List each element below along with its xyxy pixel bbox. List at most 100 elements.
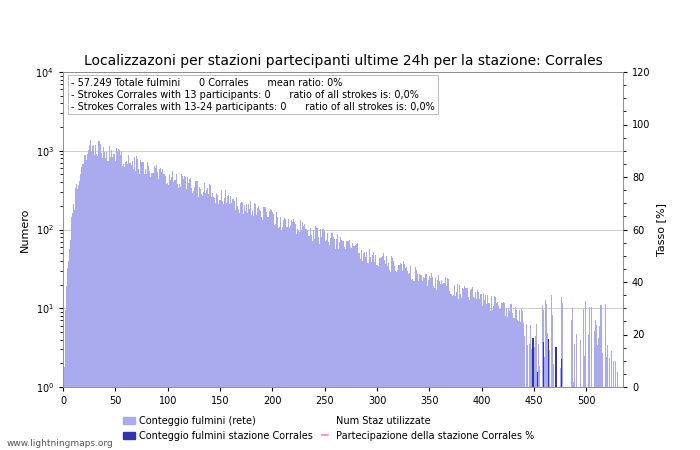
- Bar: [455, 297, 456, 450]
- Bar: [343, 241, 344, 450]
- Bar: [160, 168, 161, 450]
- Bar: [561, 297, 562, 450]
- Bar: [547, 333, 548, 450]
- Bar: [158, 179, 159, 450]
- Bar: [539, 366, 540, 450]
- Bar: [282, 227, 284, 450]
- Bar: [299, 232, 300, 450]
- Bar: [561, 359, 562, 450]
- Bar: [273, 214, 274, 450]
- Bar: [427, 286, 428, 450]
- Bar: [386, 256, 387, 450]
- Bar: [542, 305, 543, 450]
- Bar: [485, 295, 486, 450]
- Bar: [286, 227, 288, 450]
- Bar: [132, 168, 134, 450]
- Bar: [494, 297, 495, 450]
- Bar: [461, 298, 462, 450]
- Bar: [354, 245, 356, 450]
- Bar: [128, 155, 130, 450]
- Bar: [346, 241, 347, 450]
- Bar: [112, 157, 113, 450]
- Bar: [408, 274, 409, 450]
- Bar: [387, 266, 388, 450]
- Bar: [77, 189, 78, 450]
- Bar: [258, 206, 259, 450]
- Bar: [597, 346, 598, 450]
- Bar: [363, 252, 364, 450]
- Bar: [413, 280, 414, 450]
- Bar: [573, 382, 574, 450]
- Bar: [523, 323, 524, 450]
- Bar: [224, 198, 225, 450]
- Bar: [414, 281, 415, 450]
- Bar: [206, 190, 207, 450]
- Bar: [89, 145, 90, 450]
- Bar: [271, 210, 272, 450]
- Bar: [222, 202, 223, 450]
- Bar: [122, 166, 123, 450]
- Bar: [227, 196, 228, 450]
- Bar: [334, 239, 335, 450]
- Bar: [141, 162, 142, 450]
- Bar: [453, 295, 454, 450]
- Bar: [370, 257, 371, 450]
- Bar: [111, 150, 112, 450]
- Bar: [382, 256, 383, 450]
- Bar: [300, 220, 301, 450]
- Bar: [535, 336, 536, 450]
- Legend: Conteggio fulmini (rete), Conteggio fulmini stazione Corrales, Num Staz utilizza: Conteggio fulmini (rete), Conteggio fulm…: [123, 416, 535, 441]
- Bar: [134, 171, 136, 450]
- Bar: [232, 198, 233, 450]
- Bar: [172, 171, 174, 450]
- Bar: [251, 215, 252, 450]
- Bar: [484, 300, 485, 450]
- Bar: [296, 234, 297, 450]
- Bar: [294, 222, 295, 450]
- Bar: [280, 217, 281, 450]
- Bar: [406, 267, 407, 450]
- Bar: [521, 309, 522, 450]
- Bar: [153, 166, 155, 450]
- Y-axis label: Numero: Numero: [20, 207, 30, 252]
- Bar: [457, 284, 458, 450]
- Bar: [87, 154, 88, 450]
- Bar: [423, 277, 424, 450]
- Bar: [381, 257, 382, 450]
- Bar: [500, 309, 501, 450]
- Bar: [104, 152, 106, 450]
- Bar: [478, 292, 479, 450]
- Bar: [356, 243, 358, 450]
- Bar: [272, 212, 273, 450]
- Bar: [150, 177, 151, 450]
- Bar: [362, 261, 363, 450]
- Bar: [421, 281, 423, 450]
- Bar: [379, 258, 381, 450]
- Bar: [149, 171, 150, 450]
- Bar: [388, 263, 389, 450]
- Bar: [615, 361, 616, 450]
- Bar: [197, 197, 199, 450]
- Bar: [582, 309, 584, 450]
- Bar: [462, 288, 463, 450]
- Bar: [598, 338, 599, 450]
- Bar: [208, 194, 209, 450]
- Bar: [260, 212, 261, 450]
- Bar: [234, 201, 235, 450]
- Bar: [295, 224, 296, 450]
- Bar: [190, 178, 191, 450]
- Bar: [176, 184, 178, 450]
- Bar: [556, 347, 557, 450]
- Bar: [326, 240, 328, 450]
- Bar: [250, 201, 251, 450]
- Bar: [116, 148, 117, 450]
- Bar: [512, 318, 514, 450]
- Bar: [96, 153, 97, 450]
- Bar: [275, 224, 276, 450]
- Bar: [345, 249, 346, 450]
- Bar: [529, 344, 531, 450]
- Bar: [240, 202, 241, 450]
- Bar: [436, 290, 438, 450]
- Bar: [228, 195, 229, 450]
- Bar: [571, 320, 572, 450]
